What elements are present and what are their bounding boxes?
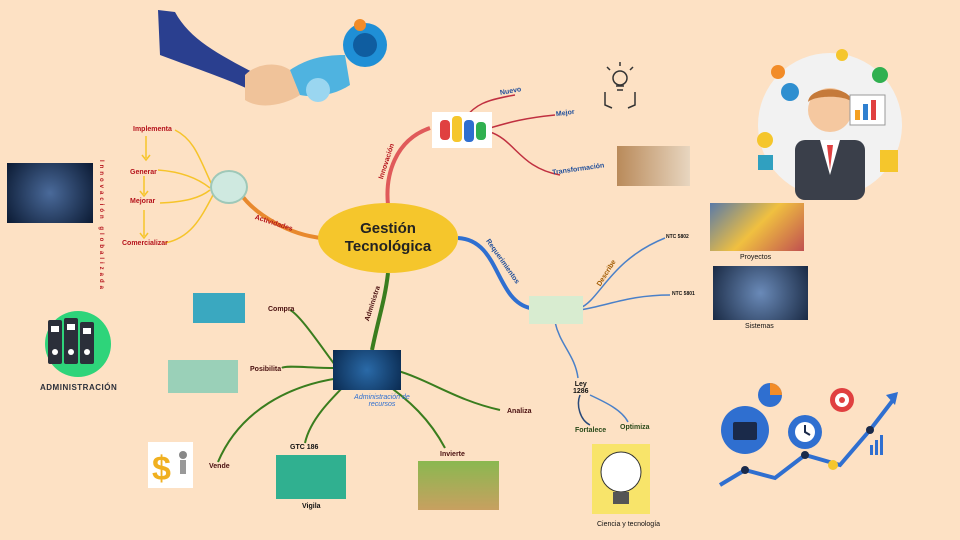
central-title-line2: Tecnológica [344,238,432,255]
node-posibilita[interactable]: Posibilita [250,366,282,373]
link-vende [217,377,341,463]
node-ley[interactable]: Ley 1286 [573,381,589,395]
link-describe [579,237,666,309]
node-mejorar[interactable]: Mejorar [130,198,156,205]
link-invierte [379,379,446,449]
posibilita-image [168,360,238,393]
link-transformacion [489,131,561,176]
link-posibilita [281,365,336,369]
node-invierte[interactable]: Invierte [440,451,465,458]
businessman-illustration [757,49,902,200]
transformacion-image [617,146,690,186]
caption-proyectos: Proyectos [740,254,772,261]
administracion-recursos-image [333,350,401,390]
globe-hand-image [7,163,93,223]
node-implementa[interactable]: Implementa [133,126,172,133]
node-analiza[interactable]: Analiza [507,408,532,415]
node-gtc186[interactable]: GTC 186 [290,444,319,451]
ley-line2: 1286 [573,388,589,395]
link-generar [157,169,211,189]
handshake-illustration [158,10,387,106]
actividades-image [210,170,248,204]
node-administracion-recursos[interactable]: Administración de recursos [354,394,410,408]
svg-text:$: $ [152,450,171,488]
innovacion-image [432,112,492,148]
vigila-image [276,455,346,499]
central-title-line1: Gestión [360,220,416,237]
sistemas-image [713,266,808,320]
administracion-logo-graphic [45,311,111,377]
link-implementa [174,129,213,186]
link-fortalece [577,394,591,426]
central-node[interactable]: Gestión Tecnológica [318,203,458,273]
compra-image [193,293,245,323]
node-vigila[interactable]: Vigila [302,503,321,510]
branch-actividades [238,191,323,240]
link-ntc5801 [579,294,671,311]
node-fortalece[interactable]: Fortalece [575,427,607,434]
link-analiza [394,369,501,411]
vertical-word: Innovación globalizada [98,160,104,293]
node-vende[interactable]: Vende [209,463,230,470]
node-optimiza[interactable]: Optimiza [620,424,650,431]
node-comercializar[interactable]: Comercializar [122,240,168,247]
link-optimiza [589,394,629,423]
proyectos-image [710,203,804,251]
node-ntc5801[interactable]: NTC 5801 [672,291,695,297]
caption-ciencia-tecnologia: Ciencia y tecnología [597,521,661,528]
dollar-person-icon: $ [148,442,193,488]
link-ley [554,321,579,379]
lightbulb-science-icon [592,444,650,514]
branch-administra [370,272,390,351]
ley-line1: Ley [574,381,587,388]
link-mejorar [159,189,211,204]
requerimientos-image [529,296,583,324]
branch-requerimientos [457,236,531,310]
link-mejor [489,114,556,129]
administracion-logo-text: ADMINISTRACIÓN [40,383,118,392]
growth-chart-illustration [718,383,898,487]
invierte-image [418,461,499,510]
link-compra [289,309,336,366]
lightbulb-hands-icon [604,62,636,109]
node-generar[interactable]: Generar [130,169,157,176]
node-compra[interactable]: Compra [268,306,295,313]
caption-sistemas: Sistemas [745,323,774,330]
branch-innovacion [385,126,431,206]
link-comercializar [164,194,214,244]
node-ntc5802[interactable]: NTC 5802 [666,234,689,240]
